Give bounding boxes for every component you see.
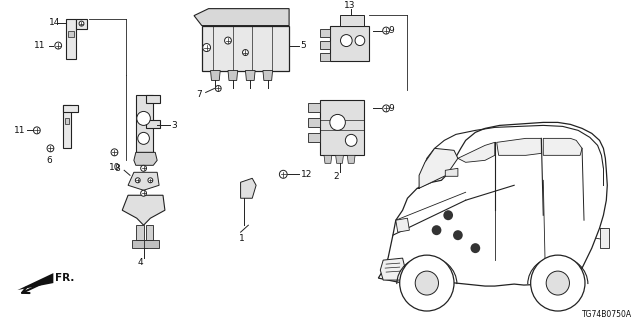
Polygon shape bbox=[134, 152, 157, 165]
Polygon shape bbox=[65, 118, 69, 124]
Text: 2: 2 bbox=[333, 172, 339, 181]
Polygon shape bbox=[600, 228, 609, 248]
Polygon shape bbox=[143, 240, 159, 248]
Text: 6: 6 bbox=[47, 156, 52, 165]
Polygon shape bbox=[194, 9, 289, 26]
Circle shape bbox=[546, 271, 570, 295]
Polygon shape bbox=[419, 148, 458, 188]
Polygon shape bbox=[497, 138, 541, 155]
Polygon shape bbox=[445, 168, 458, 176]
Polygon shape bbox=[348, 155, 355, 163]
Circle shape bbox=[383, 105, 390, 112]
Circle shape bbox=[225, 37, 232, 44]
Circle shape bbox=[470, 243, 480, 253]
Polygon shape bbox=[17, 273, 53, 290]
Circle shape bbox=[330, 115, 346, 130]
Circle shape bbox=[340, 35, 352, 46]
Polygon shape bbox=[324, 155, 332, 163]
Text: TG74B0750A: TG74B0750A bbox=[582, 309, 632, 318]
Polygon shape bbox=[378, 123, 607, 286]
Text: 1: 1 bbox=[239, 234, 244, 243]
Circle shape bbox=[355, 36, 365, 45]
Circle shape bbox=[138, 132, 149, 144]
Circle shape bbox=[531, 255, 585, 311]
Polygon shape bbox=[66, 19, 76, 59]
Circle shape bbox=[33, 127, 40, 134]
Polygon shape bbox=[122, 195, 165, 225]
Circle shape bbox=[346, 134, 357, 146]
Circle shape bbox=[47, 145, 54, 152]
Polygon shape bbox=[211, 70, 220, 81]
Polygon shape bbox=[241, 178, 256, 198]
Circle shape bbox=[137, 111, 150, 125]
Circle shape bbox=[243, 50, 248, 56]
Text: 5: 5 bbox=[301, 41, 307, 50]
Circle shape bbox=[432, 225, 442, 235]
Circle shape bbox=[79, 21, 84, 26]
Polygon shape bbox=[128, 172, 159, 190]
Polygon shape bbox=[263, 70, 273, 81]
Polygon shape bbox=[63, 105, 71, 148]
Text: 4: 4 bbox=[138, 258, 143, 267]
Polygon shape bbox=[308, 103, 320, 112]
Polygon shape bbox=[320, 41, 330, 49]
Polygon shape bbox=[396, 218, 410, 232]
Polygon shape bbox=[308, 118, 320, 127]
Polygon shape bbox=[335, 155, 344, 163]
Polygon shape bbox=[136, 95, 153, 152]
Polygon shape bbox=[76, 19, 87, 28]
Circle shape bbox=[453, 230, 463, 240]
Polygon shape bbox=[380, 258, 406, 280]
Polygon shape bbox=[202, 26, 289, 70]
Circle shape bbox=[383, 27, 390, 34]
Polygon shape bbox=[320, 28, 330, 36]
Text: 3: 3 bbox=[172, 121, 177, 130]
Text: 9: 9 bbox=[388, 104, 394, 113]
Polygon shape bbox=[68, 31, 74, 36]
Polygon shape bbox=[145, 95, 160, 103]
Polygon shape bbox=[320, 52, 330, 60]
Text: FR.: FR. bbox=[55, 273, 75, 283]
Polygon shape bbox=[340, 15, 364, 26]
Polygon shape bbox=[543, 138, 582, 155]
Circle shape bbox=[141, 165, 147, 171]
Polygon shape bbox=[458, 142, 495, 162]
Polygon shape bbox=[228, 70, 237, 81]
Polygon shape bbox=[145, 225, 153, 240]
Text: 10: 10 bbox=[109, 163, 120, 172]
Circle shape bbox=[444, 210, 453, 220]
Text: 14: 14 bbox=[49, 18, 60, 27]
Polygon shape bbox=[330, 26, 369, 60]
Text: 9: 9 bbox=[388, 26, 394, 35]
Circle shape bbox=[141, 190, 147, 196]
Text: 11: 11 bbox=[13, 126, 25, 135]
Text: 8: 8 bbox=[115, 164, 120, 173]
Circle shape bbox=[280, 170, 287, 178]
Circle shape bbox=[203, 44, 211, 52]
Circle shape bbox=[415, 271, 438, 295]
Text: 7: 7 bbox=[196, 90, 202, 99]
Polygon shape bbox=[308, 133, 320, 142]
Circle shape bbox=[216, 85, 221, 92]
Polygon shape bbox=[145, 120, 160, 128]
Text: 12: 12 bbox=[301, 170, 312, 179]
Polygon shape bbox=[245, 70, 255, 81]
Text: 13: 13 bbox=[344, 1, 356, 10]
Polygon shape bbox=[320, 100, 364, 155]
Polygon shape bbox=[132, 240, 147, 248]
Circle shape bbox=[55, 42, 61, 49]
Circle shape bbox=[111, 149, 118, 156]
Polygon shape bbox=[63, 105, 77, 112]
Circle shape bbox=[400, 255, 454, 311]
Polygon shape bbox=[136, 225, 143, 240]
Text: 11: 11 bbox=[34, 41, 45, 50]
Circle shape bbox=[135, 178, 140, 183]
Circle shape bbox=[148, 178, 153, 183]
